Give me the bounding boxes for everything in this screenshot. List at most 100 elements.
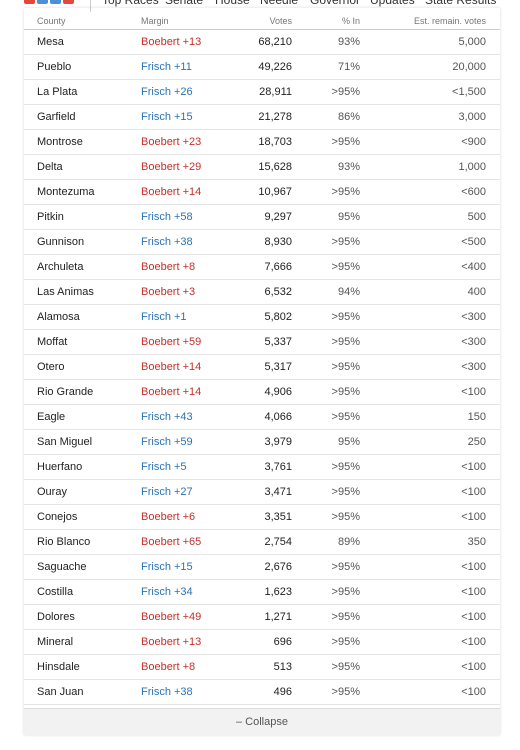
votes: 9,297 bbox=[264, 211, 292, 223]
votes: 3,471 bbox=[264, 486, 292, 498]
votes: 696 bbox=[273, 636, 292, 648]
votes: 8,930 bbox=[264, 236, 292, 248]
margin: Boebert +6 bbox=[141, 511, 196, 523]
percent-in: 95% bbox=[337, 211, 360, 223]
separator bbox=[24, 679, 500, 680]
percent-in: 71% bbox=[337, 61, 360, 73]
remaining-votes: 20,000 bbox=[452, 61, 486, 73]
percent-in: >95% bbox=[331, 186, 360, 198]
county: Delta bbox=[37, 161, 63, 173]
nav-link[interactable]: Governor bbox=[310, 0, 361, 7]
percent-in: >95% bbox=[331, 561, 360, 573]
separator bbox=[24, 354, 500, 355]
separator bbox=[24, 429, 500, 430]
separator bbox=[24, 479, 500, 480]
remaining-votes: <100 bbox=[461, 561, 486, 573]
separator bbox=[24, 154, 500, 155]
margin: Boebert +14 bbox=[141, 186, 202, 198]
percent-in: >95% bbox=[331, 686, 360, 698]
separator bbox=[24, 79, 500, 80]
percent-in: >95% bbox=[331, 236, 360, 248]
column-header: Margin bbox=[141, 16, 169, 26]
percent-in: >95% bbox=[331, 86, 360, 98]
remaining-votes: <300 bbox=[461, 311, 486, 323]
county: Montezuma bbox=[37, 186, 95, 198]
county: Moffat bbox=[37, 336, 68, 348]
remaining-votes: <100 bbox=[461, 586, 486, 598]
margin: Frisch +11 bbox=[141, 61, 192, 73]
margin: Frisch +38 bbox=[141, 236, 193, 248]
county: Gunnison bbox=[37, 236, 85, 248]
votes: 2,676 bbox=[264, 561, 292, 573]
votes: 5,317 bbox=[264, 361, 292, 373]
votes: 28,911 bbox=[259, 86, 292, 98]
nav-link[interactable]: State Results bbox=[425, 0, 497, 7]
votes: 1,623 bbox=[264, 586, 292, 598]
remaining-votes: <300 bbox=[461, 361, 486, 373]
margin: Boebert +14 bbox=[141, 361, 202, 373]
percent-in: 89% bbox=[337, 536, 360, 548]
votes: 5,802 bbox=[264, 311, 292, 323]
county: La Plata bbox=[37, 86, 78, 98]
margin: Boebert +8 bbox=[141, 661, 196, 673]
percent-in: >95% bbox=[331, 411, 360, 423]
county: Pueblo bbox=[37, 61, 72, 73]
percent-in: >95% bbox=[331, 661, 360, 673]
column-header: % In bbox=[341, 16, 360, 26]
remaining-votes: <100 bbox=[461, 386, 486, 398]
nav-link[interactable]: Senate bbox=[165, 0, 204, 7]
votes: 513 bbox=[273, 661, 292, 673]
nav-link[interactable]: Updates bbox=[370, 0, 415, 7]
separator bbox=[24, 304, 500, 305]
separator bbox=[24, 329, 500, 330]
logo bbox=[24, 0, 35, 4]
remaining-votes: 1,000 bbox=[458, 161, 486, 173]
percent-in: >95% bbox=[331, 361, 360, 373]
votes: 10,967 bbox=[258, 186, 292, 198]
county: Garfield bbox=[37, 111, 76, 123]
separator bbox=[24, 54, 500, 55]
margin: Frisch +38 bbox=[141, 686, 193, 698]
county: Montrose bbox=[37, 136, 83, 148]
remaining-votes: 150 bbox=[467, 411, 486, 423]
votes: 15,628 bbox=[258, 161, 292, 173]
votes: 6,532 bbox=[264, 286, 292, 298]
county: Alamosa bbox=[37, 311, 80, 323]
separator bbox=[24, 629, 500, 630]
votes: 496 bbox=[273, 686, 292, 698]
percent-in: 93% bbox=[337, 36, 360, 48]
separator bbox=[24, 529, 500, 530]
remaining-votes: 350 bbox=[467, 536, 486, 548]
remaining-votes: 400 bbox=[467, 286, 486, 298]
logo bbox=[50, 0, 61, 4]
remaining-votes: 500 bbox=[467, 211, 486, 223]
percent-in: >95% bbox=[331, 311, 360, 323]
county: Otero bbox=[37, 361, 65, 373]
separator bbox=[24, 279, 500, 280]
remaining-votes: <100 bbox=[461, 486, 486, 498]
county: Mesa bbox=[37, 36, 64, 48]
percent-in: >95% bbox=[331, 511, 360, 523]
separator bbox=[24, 379, 500, 380]
votes: 1,271 bbox=[264, 611, 292, 623]
separator bbox=[24, 229, 500, 230]
remaining-votes: <500 bbox=[461, 236, 486, 248]
remaining-votes: <100 bbox=[461, 511, 486, 523]
margin: Boebert +14 bbox=[141, 386, 202, 398]
margin: Frisch +58 bbox=[141, 211, 193, 223]
county: Ouray bbox=[37, 486, 67, 498]
nav-link[interactable]: Top Races bbox=[102, 0, 159, 7]
county: Las Animas bbox=[37, 286, 94, 298]
collapse-button[interactable]: – Collapse bbox=[24, 708, 500, 735]
margin: Frisch +1 bbox=[141, 311, 187, 323]
percent-in: >95% bbox=[331, 486, 360, 498]
votes: 21,278 bbox=[258, 111, 292, 123]
margin: Boebert +29 bbox=[141, 161, 202, 173]
remaining-votes: 250 bbox=[467, 436, 486, 448]
remaining-votes: <100 bbox=[461, 661, 486, 673]
separator bbox=[24, 654, 500, 655]
nav-link[interactable]: House bbox=[215, 0, 250, 7]
remaining-votes: <100 bbox=[461, 611, 486, 623]
nav-link[interactable]: Needle bbox=[260, 0, 299, 7]
remaining-votes: <100 bbox=[461, 461, 486, 473]
